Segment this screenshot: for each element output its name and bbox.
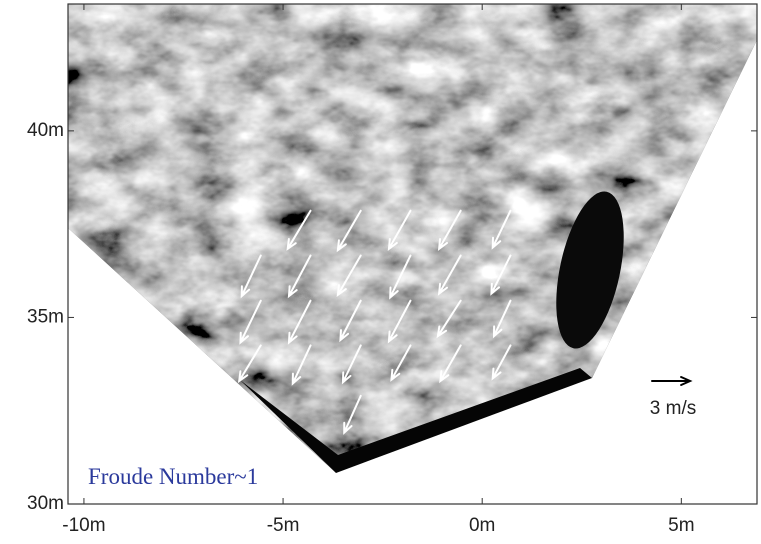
plot-frame [67, 3, 758, 505]
velocity-arrow [287, 254, 312, 299]
velocity-arrow [341, 344, 362, 385]
velocity-arrow [237, 344, 262, 384]
velocity-arrow [339, 299, 362, 343]
velocity-arrow [437, 254, 462, 296]
velocity-arrow [390, 344, 412, 382]
velocity-arrow [491, 344, 512, 381]
velocity-arrow [286, 209, 312, 251]
x-tick-label: -5m [267, 515, 300, 536]
velocity-arrow [287, 299, 312, 345]
y-tick-label: 30m [27, 493, 64, 514]
x-tick-label: 5m [668, 515, 694, 536]
velocity-arrow [336, 209, 362, 253]
velocity-arrow [291, 344, 312, 386]
velocity-arrow [387, 299, 412, 344]
velocity-arrow [492, 299, 512, 339]
velocity-arrow [490, 254, 512, 296]
x-tick-label: -10m [62, 515, 105, 536]
velocity-arrow [239, 299, 262, 345]
key-arrow [651, 376, 693, 386]
velocity-arrow [387, 209, 412, 251]
velocity-arrow [491, 209, 512, 250]
velocity-arrow [389, 254, 412, 300]
y-tick-label: 40m [27, 120, 64, 141]
velocity-arrow [343, 394, 362, 435]
annotation: Froude Number~1 [88, 464, 258, 489]
y-tick-label: 35m [27, 306, 64, 327]
velocity-arrow [436, 299, 462, 339]
key-label: 3 m/s [650, 398, 696, 419]
velocity-arrow [437, 209, 462, 251]
velocity-arrow [240, 254, 262, 299]
x-tick-label: 0m [469, 515, 495, 536]
velocity-arrow [336, 254, 362, 297]
velocity-arrow [439, 344, 462, 384]
